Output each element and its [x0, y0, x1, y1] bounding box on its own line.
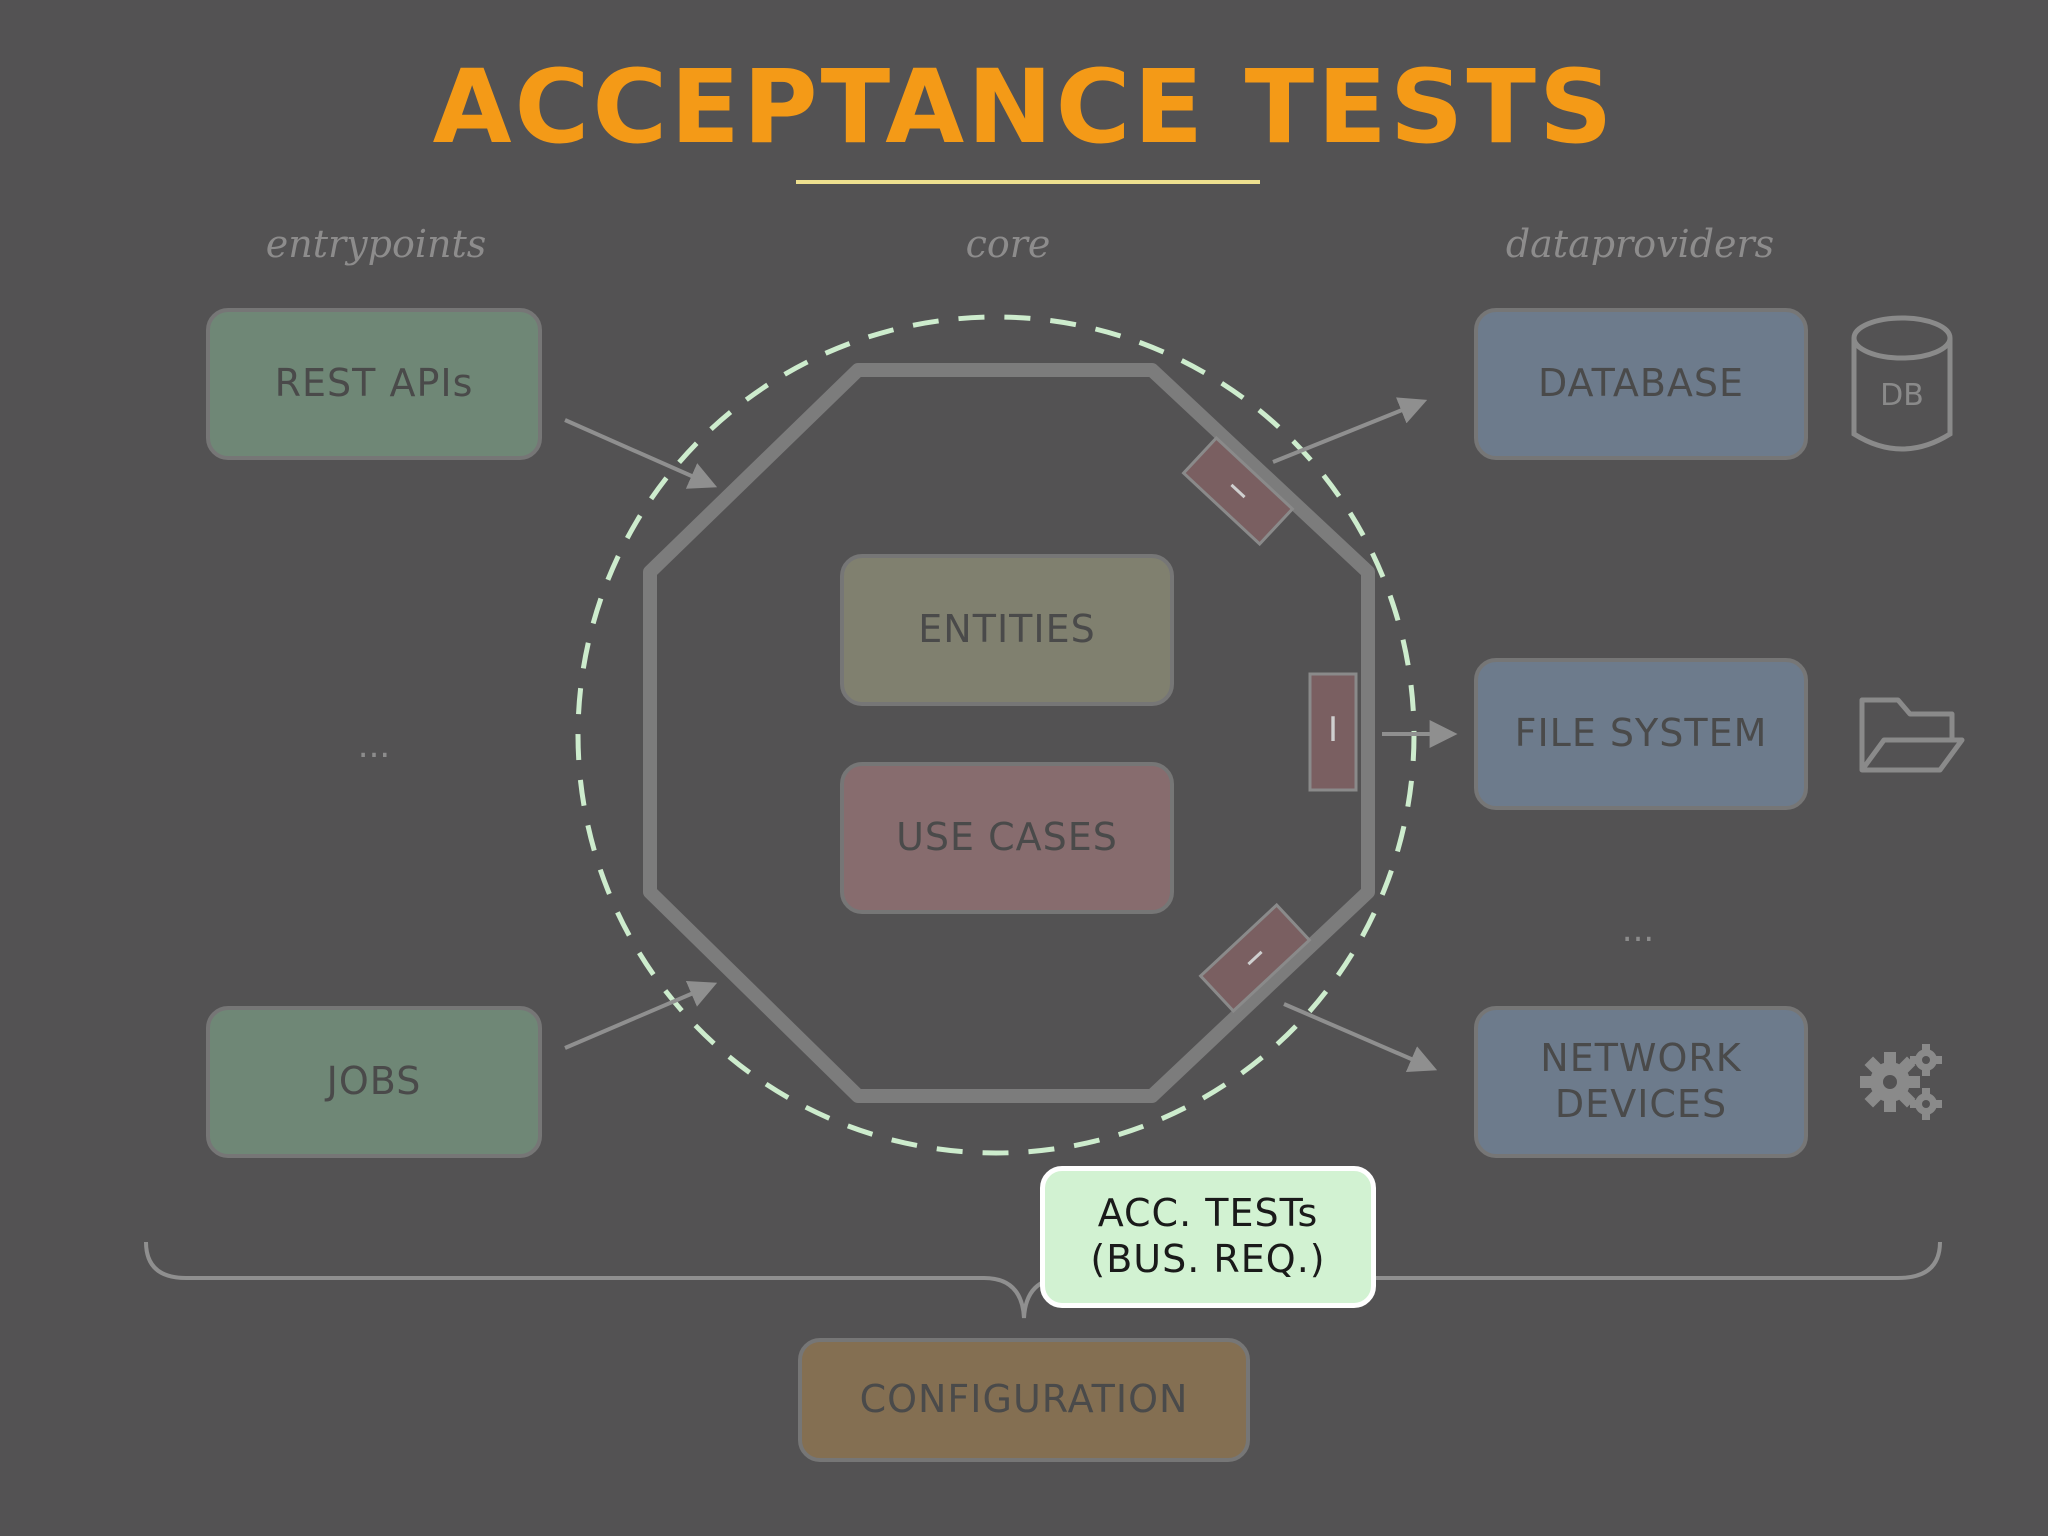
core-octagon [643, 363, 1375, 1103]
section-label-dataproviders: dataproviders [1505, 222, 1775, 266]
rest-apis-box: REST APIs [206, 308, 542, 460]
jobs-box: JOBS [206, 1006, 542, 1158]
acceptance-tests-line1: ACC. TESTs [1097, 1191, 1319, 1236]
database-cylinder-icon [1851, 315, 1953, 452]
network-devices-box: NETWORK DEVICES [1474, 1006, 1808, 1158]
interface-port-database [1181, 435, 1295, 547]
configuration-brace [144, 1241, 1942, 1319]
arrow-rest-to-core [564, 418, 718, 489]
section-label-core: core [965, 222, 1051, 266]
acceptance-tests-line2: (BUS. REQ.) [1090, 1237, 1326, 1281]
title-underline [796, 180, 1260, 184]
gears-icon [1860, 1044, 1942, 1120]
interface-port-file-system [1308, 672, 1358, 792]
arrow-jobs-to-core [564, 980, 718, 1050]
open-folder-icon [1859, 697, 1965, 773]
file-system-box: FILE SYSTEM [1474, 658, 1808, 810]
network-devices-line1: NETWORK [1540, 1036, 1742, 1081]
acceptance-tests-badge: ACC. TESTs (BUS. REQ.) [1040, 1166, 1376, 1308]
database-icon-label: DB [1880, 378, 1924, 413]
section-label-entrypoints: entrypoints [265, 222, 487, 266]
interface-port-network [1198, 902, 1312, 1014]
entities-box: ENTITIES [840, 554, 1174, 706]
page-title: ACCEPTANCE TESTS [432, 48, 1616, 167]
arrow-core-to-database [1272, 397, 1428, 464]
acceptance-test-boundary [575, 314, 1417, 1156]
dataproviders-ellipsis: ... [1621, 910, 1655, 950]
entrypoints-ellipsis: ... [357, 726, 391, 766]
network-devices-line2: DEVICES [1554, 1082, 1728, 1126]
use-cases-box: USE CASES [840, 762, 1174, 914]
interface-label: I [1327, 710, 1339, 750]
arrow-core-to-network [1283, 1002, 1438, 1072]
database-box: DATABASE [1474, 308, 1808, 460]
configuration-box: CONFIGURATION [798, 1338, 1250, 1462]
